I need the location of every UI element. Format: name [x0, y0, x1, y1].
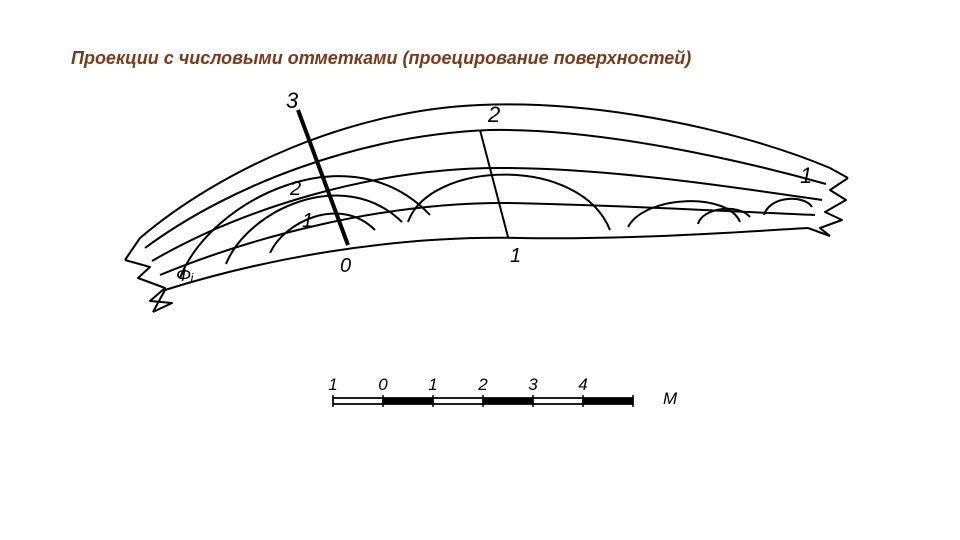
scale-tick-label: 1: [328, 375, 337, 394]
scale-unit-label: M: [663, 389, 678, 408]
phi-label: Φᵢ: [176, 265, 194, 285]
contour-label: 1: [302, 210, 313, 232]
diagram-svg: Φᵢ3212101 101234M: [0, 0, 960, 540]
contour-label: 2: [487, 102, 500, 127]
scale-tick-label: 1: [428, 375, 437, 394]
scale-tick-label: 0: [378, 375, 388, 394]
surface-diagram: Φᵢ3212101: [125, 88, 848, 312]
contour-label: 0: [340, 255, 351, 277]
contour-label: 1: [510, 245, 521, 267]
scale-tick-label: 3: [528, 375, 538, 394]
contour-label: 2: [289, 178, 301, 200]
scale-tick-label: 2: [477, 375, 488, 394]
scale-bar: 1 0 1 2 3 4 M: [328, 375, 678, 408]
contour-label: 1: [800, 163, 812, 188]
contour-label: 3: [286, 88, 299, 113]
scale-tick-label: 4: [578, 375, 587, 394]
